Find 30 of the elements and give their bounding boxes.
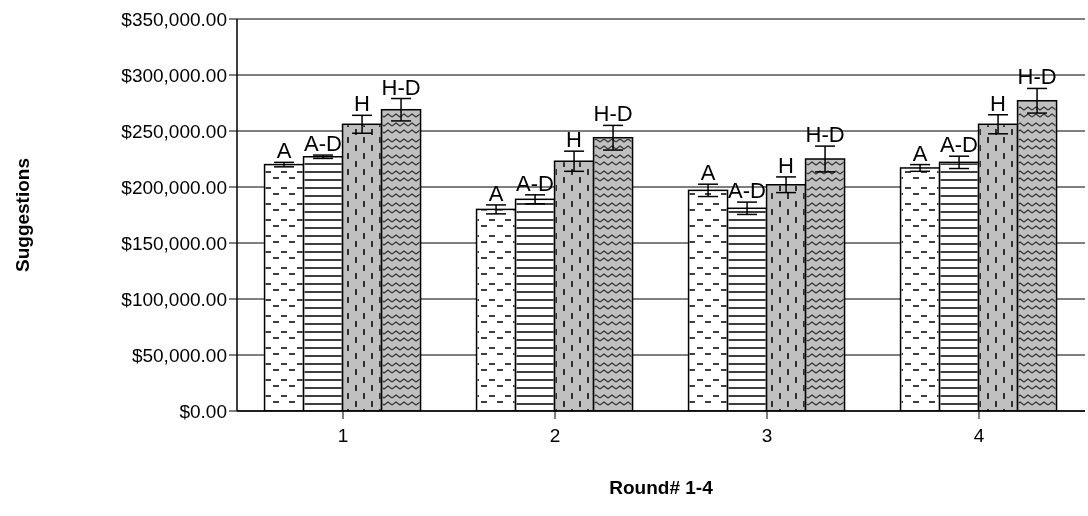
y-tick-label: $200,000.00 xyxy=(121,176,227,198)
y-tick-label: $300,000.00 xyxy=(121,64,227,86)
y-axis-title: Suggestions xyxy=(11,157,33,273)
y-tick-label: $0.00 xyxy=(179,400,227,422)
y-tick-label: $250,000.00 xyxy=(121,120,227,142)
text: A-D xyxy=(728,178,767,204)
text: A xyxy=(700,160,716,186)
text: A-D xyxy=(516,170,555,196)
text: H xyxy=(354,91,371,117)
series-label: A-D xyxy=(304,131,343,157)
x-tick-label: 2 xyxy=(549,425,561,447)
y-tick-label: $50,000.00 xyxy=(131,344,227,366)
text: H-D xyxy=(1017,64,1057,90)
x-tick-label: 3 xyxy=(761,425,773,447)
y-tick-label: $100,000.00 xyxy=(121,288,227,310)
x-tick-label: 4 xyxy=(973,425,985,447)
text: H xyxy=(566,127,583,153)
series-label: H-D xyxy=(381,74,421,100)
text: H-D xyxy=(805,122,845,148)
series-label: H xyxy=(778,152,795,178)
text: A xyxy=(488,180,504,206)
x-tick-label: 1 xyxy=(337,425,349,447)
text: A-D xyxy=(940,132,979,158)
text: H-D xyxy=(593,101,633,127)
y-tick-label: $150,000.00 xyxy=(121,232,227,254)
x-axis-title: Round# 1-4 xyxy=(609,477,714,498)
text: A xyxy=(912,140,928,166)
series-label: A xyxy=(276,138,292,164)
y-tick-label: $350,000.00 xyxy=(121,8,227,30)
text: H xyxy=(990,90,1007,116)
